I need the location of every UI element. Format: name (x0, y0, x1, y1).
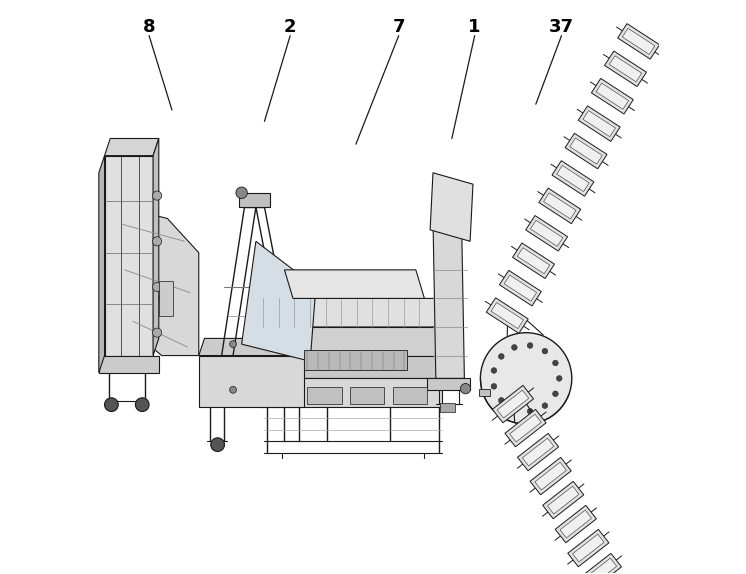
Circle shape (527, 409, 533, 414)
Circle shape (553, 391, 558, 397)
Polygon shape (544, 193, 576, 219)
Polygon shape (497, 390, 529, 418)
Circle shape (152, 328, 162, 338)
Polygon shape (530, 220, 563, 246)
Polygon shape (427, 378, 470, 390)
Circle shape (527, 343, 533, 348)
Polygon shape (570, 138, 602, 164)
Text: 2: 2 (284, 18, 296, 36)
Bar (440, 403, 454, 412)
Circle shape (553, 360, 558, 366)
Circle shape (152, 282, 162, 292)
Polygon shape (573, 534, 604, 562)
Polygon shape (526, 216, 568, 251)
Polygon shape (242, 241, 316, 361)
Polygon shape (548, 486, 579, 514)
Circle shape (460, 383, 471, 394)
Bar (479, 389, 490, 395)
Polygon shape (552, 161, 594, 196)
Polygon shape (122, 207, 198, 355)
Circle shape (512, 406, 517, 412)
Polygon shape (98, 156, 104, 373)
Text: 1: 1 (468, 18, 481, 36)
Polygon shape (104, 156, 153, 355)
Polygon shape (504, 275, 536, 301)
Bar (159, 281, 173, 316)
Polygon shape (430, 173, 473, 241)
Polygon shape (510, 414, 542, 442)
Polygon shape (585, 558, 617, 574)
Polygon shape (253, 316, 310, 378)
Polygon shape (433, 219, 465, 378)
Circle shape (542, 348, 548, 354)
Circle shape (152, 236, 162, 246)
Circle shape (491, 367, 497, 373)
Polygon shape (596, 83, 629, 109)
Circle shape (159, 293, 170, 304)
Circle shape (230, 341, 236, 347)
Circle shape (104, 398, 118, 412)
Circle shape (211, 438, 225, 452)
Polygon shape (622, 28, 655, 55)
Polygon shape (253, 298, 442, 327)
Polygon shape (609, 56, 642, 82)
Polygon shape (98, 355, 159, 373)
Polygon shape (259, 327, 442, 355)
Polygon shape (578, 106, 620, 141)
Polygon shape (284, 270, 424, 298)
Bar (350, 387, 384, 404)
Polygon shape (499, 270, 542, 306)
Bar (307, 387, 342, 404)
Text: 8: 8 (142, 18, 155, 36)
Polygon shape (198, 339, 310, 355)
Polygon shape (491, 302, 524, 328)
Polygon shape (104, 138, 159, 156)
Circle shape (152, 191, 162, 200)
Polygon shape (304, 350, 407, 370)
Polygon shape (259, 355, 442, 378)
Circle shape (557, 375, 562, 381)
Polygon shape (580, 553, 621, 574)
Polygon shape (535, 462, 566, 490)
Polygon shape (568, 529, 609, 567)
Polygon shape (604, 51, 647, 87)
Circle shape (498, 354, 504, 359)
Circle shape (512, 344, 517, 350)
Polygon shape (583, 111, 615, 137)
Polygon shape (517, 248, 550, 274)
Polygon shape (618, 24, 659, 59)
Polygon shape (557, 165, 589, 192)
Polygon shape (530, 457, 571, 495)
Circle shape (480, 333, 571, 424)
Polygon shape (198, 355, 304, 407)
Polygon shape (505, 409, 546, 447)
Circle shape (498, 398, 504, 403)
Polygon shape (486, 298, 528, 333)
Circle shape (542, 403, 548, 409)
Bar (239, 193, 270, 207)
Circle shape (236, 187, 248, 199)
Polygon shape (565, 133, 607, 169)
Polygon shape (518, 433, 559, 471)
Polygon shape (592, 79, 633, 114)
Text: 37: 37 (549, 18, 574, 36)
Circle shape (491, 383, 497, 389)
Circle shape (230, 386, 236, 393)
Text: 7: 7 (392, 18, 405, 36)
Polygon shape (560, 510, 592, 538)
Polygon shape (522, 438, 554, 466)
Polygon shape (539, 188, 580, 224)
Bar (393, 387, 427, 404)
Polygon shape (153, 138, 159, 355)
Polygon shape (513, 243, 554, 278)
Polygon shape (259, 378, 442, 407)
Circle shape (135, 398, 149, 412)
Polygon shape (542, 482, 584, 519)
Polygon shape (492, 385, 533, 423)
Polygon shape (555, 505, 596, 543)
